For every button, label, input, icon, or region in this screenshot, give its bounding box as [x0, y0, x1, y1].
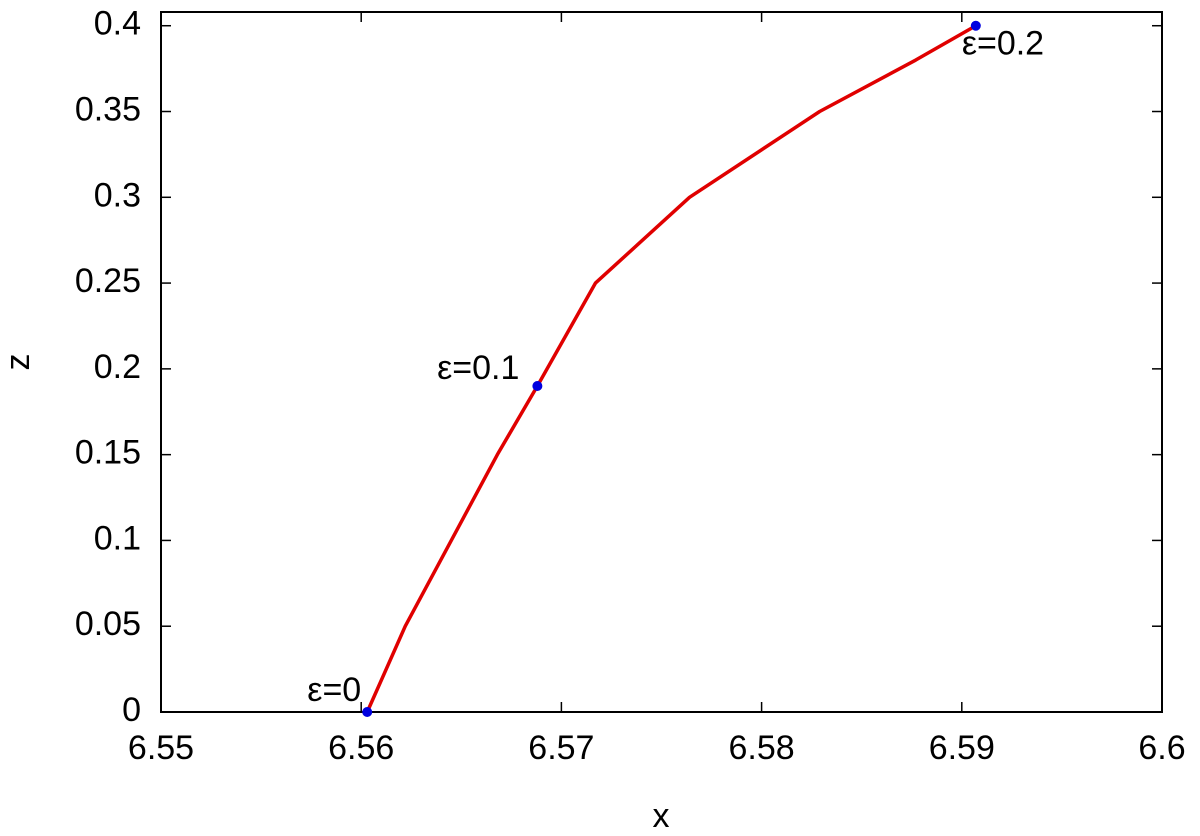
- x-tick-label: 6.56: [328, 729, 394, 767]
- point-label: ε=0.1: [437, 349, 519, 387]
- curve: [365, 24, 977, 713]
- x-tick-label: 6.59: [929, 729, 995, 767]
- x-tick-label: 6.6: [1138, 729, 1185, 767]
- y-tick-label: 0.4: [94, 5, 141, 43]
- point: [362, 707, 373, 717]
- x-axis-label: x: [653, 797, 670, 835]
- x-tick-label: 6.58: [729, 729, 795, 767]
- point-label: ε=0: [307, 671, 361, 709]
- y-tick-label: 0: [122, 691, 141, 729]
- point: [970, 20, 981, 31]
- point-label: ε=0.2: [962, 25, 1044, 63]
- y-tick-label: 0.3: [94, 176, 141, 214]
- x-tick-label: 6.55: [128, 729, 194, 767]
- point: [532, 381, 543, 392]
- y-tick-label: 0.25: [75, 262, 141, 300]
- y-tick-label: 0.1: [94, 519, 141, 557]
- y-tick-label: 0.05: [75, 605, 141, 643]
- y-tick-label: 0.35: [75, 90, 141, 128]
- y-tick-label: 0.2: [94, 348, 141, 386]
- x-tick-label: 6.57: [528, 729, 594, 767]
- plot-frame: [160, 11, 1163, 713]
- y-tick-label: 0.15: [75, 434, 141, 472]
- y-axis-label: z: [0, 354, 37, 371]
